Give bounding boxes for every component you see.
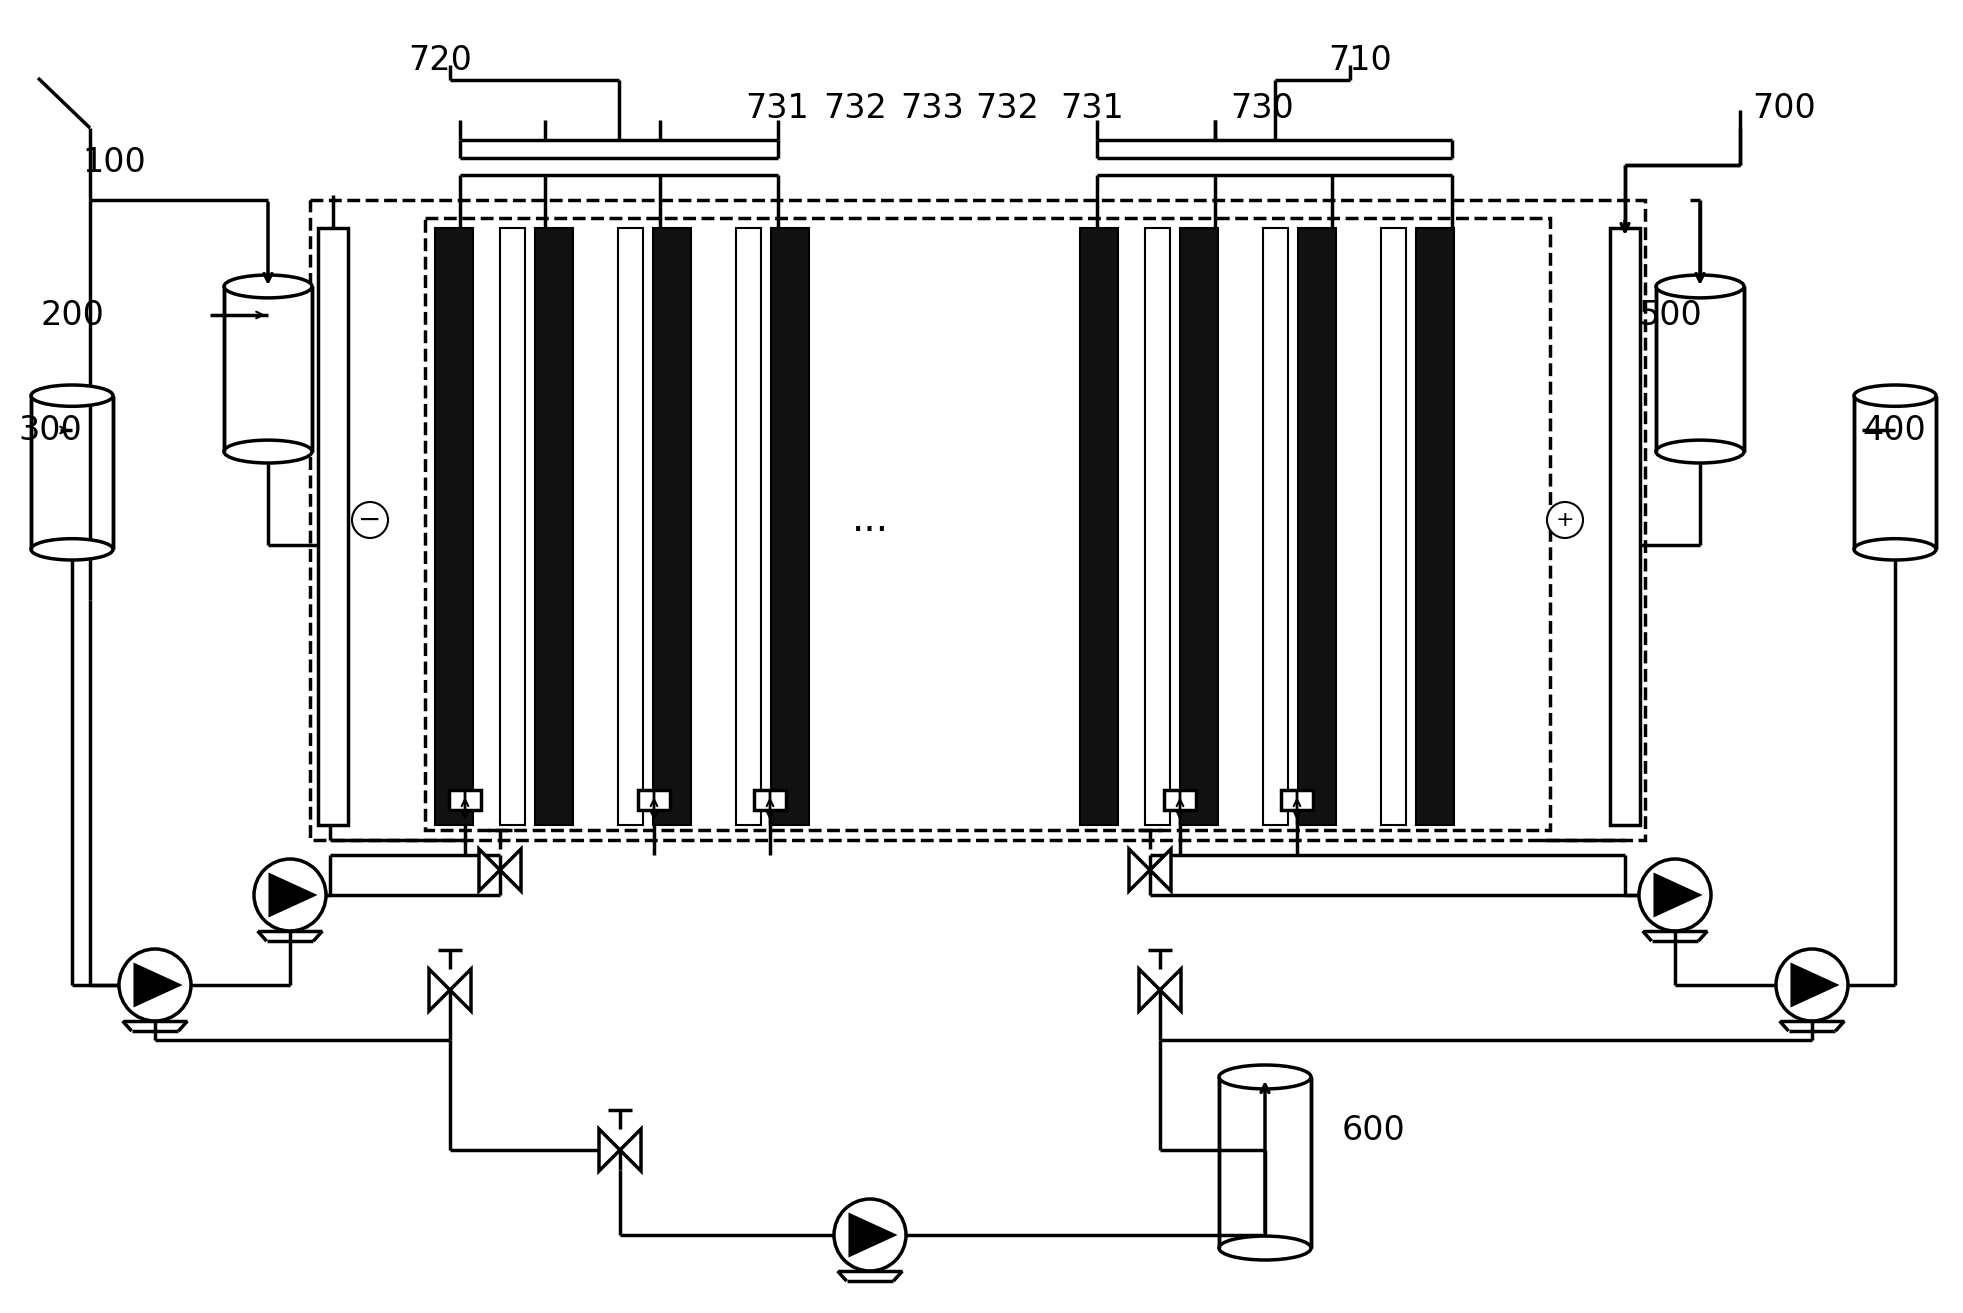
Text: 400: 400: [1863, 414, 1926, 446]
Ellipse shape: [1657, 440, 1743, 463]
Bar: [618, 228, 644, 825]
Ellipse shape: [1853, 538, 1936, 561]
Bar: [310, 200, 1645, 840]
Ellipse shape: [31, 385, 114, 406]
Polygon shape: [430, 969, 450, 1011]
Polygon shape: [1129, 850, 1150, 892]
Text: +: +: [1557, 509, 1574, 530]
Polygon shape: [1655, 876, 1698, 915]
Bar: [1080, 228, 1119, 825]
Polygon shape: [1160, 969, 1182, 1011]
Polygon shape: [450, 969, 471, 1011]
Text: 730: 730: [1231, 92, 1294, 125]
Bar: [426, 218, 1551, 830]
Bar: [318, 228, 347, 825]
Text: 300: 300: [18, 414, 82, 446]
Bar: [450, 789, 481, 810]
Ellipse shape: [224, 274, 312, 298]
Text: −: −: [361, 509, 379, 530]
Text: 720: 720: [408, 43, 471, 76]
Text: 732: 732: [976, 92, 1038, 125]
Polygon shape: [479, 850, 501, 892]
Bar: [736, 228, 762, 825]
Ellipse shape: [224, 440, 312, 463]
Bar: [654, 228, 691, 825]
Polygon shape: [850, 1216, 893, 1255]
Bar: [771, 228, 809, 825]
Circle shape: [120, 949, 190, 1022]
Bar: [1415, 228, 1455, 825]
Polygon shape: [271, 876, 314, 915]
Bar: [1262, 228, 1288, 825]
Polygon shape: [1139, 969, 1160, 1011]
Polygon shape: [620, 1129, 642, 1171]
Circle shape: [834, 1199, 907, 1271]
Ellipse shape: [1219, 1236, 1311, 1260]
Ellipse shape: [1219, 1065, 1311, 1088]
Text: 600: 600: [1343, 1113, 1406, 1146]
Circle shape: [253, 859, 326, 931]
Bar: [1610, 228, 1639, 825]
Ellipse shape: [1657, 274, 1743, 298]
Text: 200: 200: [39, 298, 104, 331]
Bar: [754, 789, 785, 810]
Bar: [436, 228, 473, 825]
Polygon shape: [1792, 965, 1835, 1004]
Ellipse shape: [1853, 385, 1936, 406]
Ellipse shape: [31, 538, 114, 561]
Text: 100: 100: [82, 146, 145, 179]
Text: 732: 732: [822, 92, 887, 125]
Text: −: −: [359, 506, 381, 534]
Polygon shape: [135, 965, 179, 1004]
Bar: [1180, 228, 1217, 825]
Text: 700: 700: [1753, 92, 1816, 125]
Circle shape: [1777, 949, 1847, 1022]
Bar: [224, 286, 312, 452]
Circle shape: [1639, 859, 1712, 931]
Bar: [1144, 228, 1170, 825]
Bar: [1298, 228, 1337, 825]
Polygon shape: [1150, 850, 1172, 892]
Bar: [1164, 789, 1195, 810]
Circle shape: [351, 502, 389, 538]
Bar: [1853, 395, 1936, 549]
Bar: [536, 228, 573, 825]
Bar: [31, 395, 114, 549]
Text: 731: 731: [1060, 92, 1123, 125]
Text: 733: 733: [899, 92, 964, 125]
Bar: [501, 228, 524, 825]
Bar: [1219, 1077, 1311, 1249]
Bar: [1657, 286, 1743, 452]
Text: 500: 500: [1637, 298, 1702, 331]
Polygon shape: [501, 850, 520, 892]
Text: 731: 731: [746, 92, 809, 125]
Circle shape: [1547, 502, 1582, 538]
Bar: [1282, 789, 1313, 810]
Polygon shape: [599, 1129, 620, 1171]
Text: 710: 710: [1329, 43, 1392, 76]
Bar: [1382, 228, 1406, 825]
Text: ...: ...: [852, 502, 889, 540]
Bar: [638, 789, 669, 810]
